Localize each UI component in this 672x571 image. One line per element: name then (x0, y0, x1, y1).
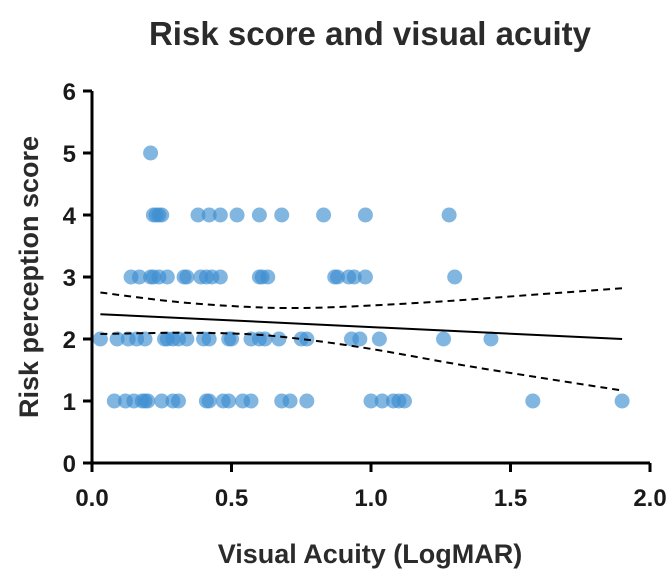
data-point (260, 269, 276, 285)
data-point (131, 269, 147, 285)
data-point (212, 269, 228, 285)
regression-lines (100, 287, 623, 392)
regression-line (100, 313, 623, 340)
x-tick-label: 2.0 (633, 485, 666, 512)
data-point (154, 207, 170, 223)
data-point (282, 393, 298, 409)
data-point (371, 331, 387, 347)
y-tick-label: 2 (63, 327, 76, 354)
data-point (106, 393, 122, 409)
data-point (441, 207, 457, 223)
data-point (170, 393, 186, 409)
data-point (221, 393, 237, 409)
data-point (447, 269, 463, 285)
y-axis-ticks: 0 1 2 3 4 5 6 (63, 79, 92, 478)
data-point (274, 207, 290, 223)
data-point (92, 331, 108, 347)
data-point (251, 207, 267, 223)
data-point (201, 393, 217, 409)
data-point (179, 269, 195, 285)
data-point (271, 331, 287, 347)
x-tick-label: 1.5 (494, 485, 527, 512)
data-point (143, 145, 159, 161)
data-point (436, 331, 452, 347)
data-point (212, 207, 228, 223)
y-tick-label: 6 (63, 79, 76, 106)
x-tick-label: 1.0 (354, 485, 387, 512)
chart-title: Risk score and visual acuity (149, 15, 592, 52)
data-point (352, 331, 368, 347)
data-point (363, 393, 379, 409)
data-point (229, 207, 245, 223)
data-point (357, 207, 373, 223)
data-point (243, 393, 259, 409)
y-tick-label: 0 (63, 451, 76, 478)
x-axis-ticks: 0.0 0.5 1.0 1.5 2.0 (75, 463, 667, 512)
data-point (109, 331, 125, 347)
data-point (154, 393, 170, 409)
data-point (190, 207, 206, 223)
data-point (137, 331, 153, 347)
x-tick-label: 0.5 (215, 485, 248, 512)
data-point (396, 393, 412, 409)
y-tick-label: 3 (63, 265, 76, 292)
y-tick-label: 1 (63, 389, 76, 416)
data-point (257, 331, 273, 347)
data-point (299, 393, 315, 409)
data-points (92, 145, 630, 409)
y-tick-label: 4 (63, 203, 77, 230)
data-point (357, 269, 373, 285)
x-axis-label: Visual Acuity (LogMAR) (218, 539, 523, 569)
data-point (316, 207, 332, 223)
data-point (330, 269, 346, 285)
data-point (179, 331, 195, 347)
data-point (201, 331, 217, 347)
data-point (140, 393, 156, 409)
data-point (201, 207, 217, 223)
data-point (159, 269, 175, 285)
data-point (614, 393, 630, 409)
data-point (346, 269, 362, 285)
data-point (483, 331, 499, 347)
y-axis-label: Risk perception score (14, 136, 44, 418)
data-point (525, 393, 541, 409)
data-point (224, 331, 239, 347)
confidence-band-lower (100, 331, 623, 392)
confidence-band-upper (100, 287, 623, 310)
x-tick-label: 0.0 (75, 485, 108, 512)
data-point (374, 393, 390, 409)
y-tick-label: 5 (63, 141, 76, 168)
